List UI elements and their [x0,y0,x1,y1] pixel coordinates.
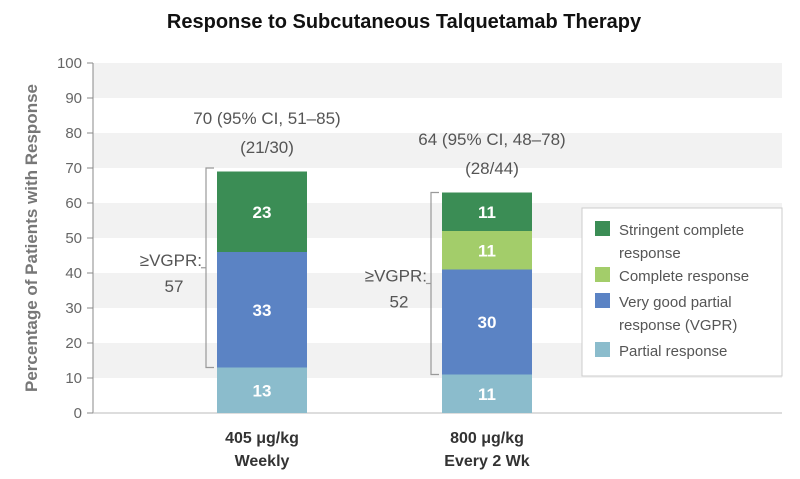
legend-label: Complete response [619,268,749,285]
bar-segment-label: 30 [478,313,497,332]
chart-title: Response to Subcutaneous Talquetamab The… [167,11,642,33]
bar-segment-label: 13 [253,381,272,400]
bar-segment-label: 33 [253,301,272,320]
bar-segment [217,252,307,368]
y-tick-label: 90 [65,90,82,107]
bar-segment [217,171,307,252]
y-tick-label: 20 [65,335,82,352]
y-tick-label: 10 [65,370,82,387]
y-tick-label: 0 [74,405,82,422]
grid-band [93,133,782,168]
bars: 13 33 23 11 30 11 11 [217,171,532,413]
x-category-sublabel: Weekly [235,453,290,470]
bar-segment [217,367,307,413]
total-response-label: 64 (95% CI, 48–78) [418,130,565,149]
y-tick-label: 30 [65,300,82,317]
bar-segment [442,374,532,413]
x-category-label: 800 μg/kg [450,430,524,447]
y-tick-label: 80 [65,125,82,142]
vgpr-value: 57 [165,277,184,296]
bar-segment-label: 23 [253,203,272,222]
bar-segment [442,192,532,231]
y-tick-label: 100 [57,55,82,72]
total-response-label: 70 (95% CI, 51–85) [193,109,340,128]
total-response-count: (21/30) [240,138,294,157]
bar-segment [442,231,532,270]
bar-segment-label: 11 [478,241,496,260]
annotations: 70 (95% CI, 51–85) (21/30) 64 (95% CI, 48–… [140,109,566,376]
bar-segment-label: 11 [478,385,496,404]
y-tick-label: 50 [65,230,82,247]
vgpr-label: ≥VGPR: [140,251,202,270]
vgpr-value: 52 [390,293,409,312]
grid-band [93,63,782,98]
legend-label: Very good partial [619,294,732,311]
bar-segment-label: 11 [478,203,496,222]
y-tick-label: 40 [65,265,82,282]
y-tick-label: 70 [65,160,82,177]
x-axis-labels: 405 μg/kg Weekly 800 μg/kg Every 2 Wk [225,430,530,470]
legend-label: response (VGPR) [619,317,737,334]
legend-label: Stringent complete [619,222,744,239]
bar-segment [442,269,532,375]
legend-box [581,207,783,377]
legend-swatch [595,293,610,308]
total-response-count: (28/44) [465,159,519,178]
legend: Stringent complete response Complete respo… [581,207,783,377]
legend-swatch [595,221,610,236]
x-category-label: 405 μg/kg [225,430,299,447]
vgpr-bracket [205,167,214,369]
legend-label: Partial response [619,343,727,360]
legend-swatch [595,267,610,282]
y-axis: 0 10 20 30 40 50 60 70 80 90 100 [57,55,782,422]
x-category-sublabel: Every 2 Wk [444,453,529,470]
legend-label: response [619,245,681,262]
y-axis-label: Percentage of Patients with Response [22,84,41,392]
legend-swatch [595,342,610,357]
y-tick-label: 60 [65,195,82,212]
vgpr-label: ≥VGPR: [365,267,427,286]
